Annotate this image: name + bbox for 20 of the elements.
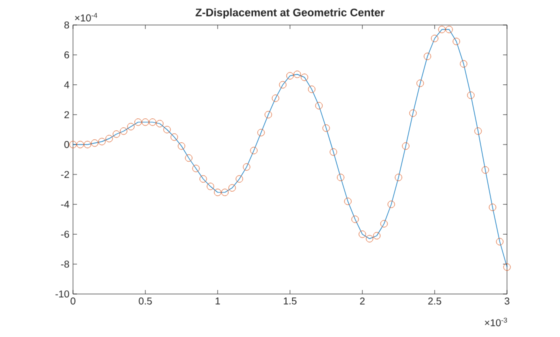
y-tick-label: 8 xyxy=(64,21,70,29)
y-tick-label: 2 xyxy=(64,111,69,118)
x-tick-label: 2.5 xyxy=(428,298,442,305)
y-tick-label: 6 xyxy=(64,51,70,58)
x-tick-label: 1 xyxy=(216,298,220,304)
x-tick-label: 0.5 xyxy=(138,298,152,305)
x-tick-label: 2 xyxy=(360,298,365,304)
y-tick-label: -10 xyxy=(56,290,70,298)
y-tick-label: -6 xyxy=(61,230,70,238)
y-tick-label: 4 xyxy=(64,81,70,88)
text: ×10$^{-4}$ xyxy=(75,12,98,22)
x-tick-label: 1.5 xyxy=(284,298,297,304)
chart-title: Z-Displacement at Geometric Center xyxy=(196,8,385,18)
x-tick-label: 3 xyxy=(504,298,510,305)
y-tick-label: -8 xyxy=(61,260,70,268)
y-tick-label: -2 xyxy=(61,170,69,178)
x-tick-label: 0 xyxy=(70,298,76,305)
y-tick-label: 0 xyxy=(64,141,70,148)
y-tick-label: -4 xyxy=(61,200,70,208)
text: ×10$^{-3}$ xyxy=(484,318,508,326)
